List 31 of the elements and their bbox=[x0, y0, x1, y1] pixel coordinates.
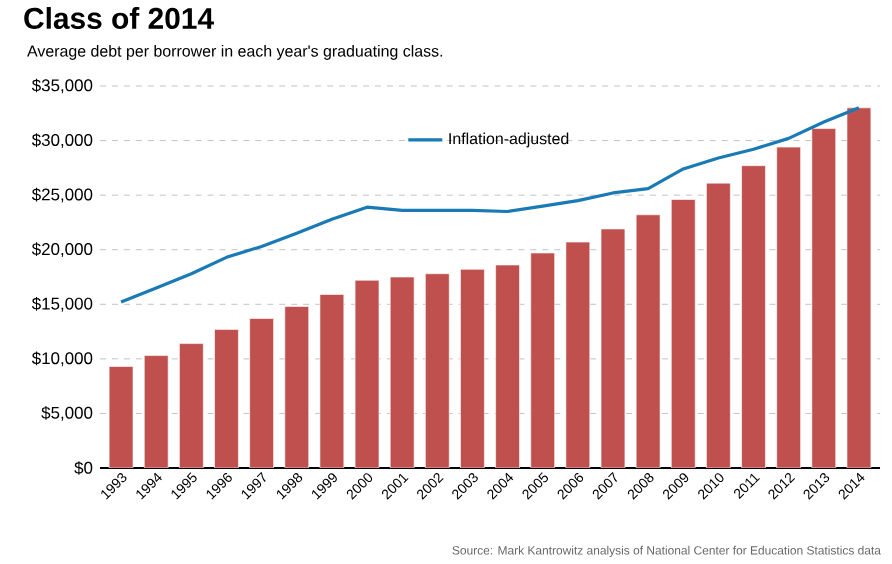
bar bbox=[846, 107, 872, 468]
bar bbox=[108, 366, 134, 468]
bar bbox=[776, 146, 801, 468]
bar bbox=[214, 329, 239, 468]
y-tick-label: $25,000 bbox=[31, 187, 93, 203]
bar bbox=[460, 269, 485, 468]
y-tick-label: $35,000 bbox=[31, 78, 93, 94]
bar bbox=[284, 306, 309, 468]
bar bbox=[249, 318, 274, 468]
y-tick-label: $30,000 bbox=[31, 133, 93, 148]
bar bbox=[495, 264, 520, 468]
bar bbox=[425, 273, 450, 468]
y-tick-label: $5,000 bbox=[41, 406, 93, 421]
bar bbox=[811, 128, 837, 468]
y-tick-label: $0 bbox=[74, 461, 93, 475]
bar bbox=[635, 214, 661, 468]
y-tick-label: $10,000 bbox=[31, 351, 93, 367]
y-tick-label: $20,000 bbox=[31, 242, 93, 258]
bar bbox=[389, 276, 415, 468]
bar bbox=[319, 294, 345, 468]
bar bbox=[741, 165, 766, 468]
bar bbox=[600, 228, 626, 468]
bar bbox=[179, 343, 204, 468]
bar bbox=[530, 252, 555, 468]
bar bbox=[565, 241, 591, 468]
bar bbox=[671, 199, 696, 468]
bar bbox=[143, 355, 169, 468]
bar bbox=[706, 182, 731, 468]
bar bbox=[354, 279, 380, 468]
chart-title: Class of 2014 bbox=[24, 7, 214, 29]
y-tick-label: $15,000 bbox=[31, 296, 93, 312]
